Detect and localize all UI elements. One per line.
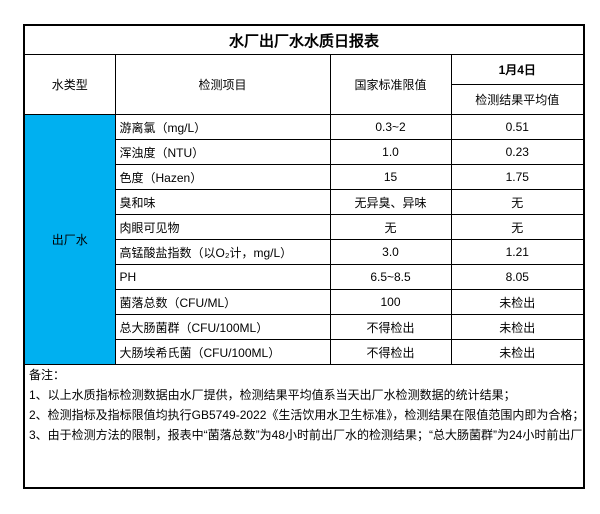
cell-result: 无 bbox=[450, 214, 585, 240]
table-row: 大肠埃希氏菌（CFU/100ML） 不得检出 未检出 bbox=[24, 339, 585, 365]
cell-test-item: 浑浊度（NTU） bbox=[114, 139, 331, 165]
table-row: 肉眼可见物 无 无 bbox=[24, 214, 585, 240]
cell-test-item: 大肠埃希氏菌（CFU/100ML） bbox=[114, 339, 331, 365]
note-item-3: 3、由于检测方法的限制，报表中“菌落总数”为48小时前出厂水的检测结果；“总大肠… bbox=[29, 428, 583, 442]
cell-test-item: 肉眼可见物 bbox=[114, 214, 331, 240]
cell-limit: 无 bbox=[329, 214, 452, 240]
water-type-cell: 出厂水 bbox=[23, 114, 116, 365]
report-title: 水厂出厂水水质日报表 bbox=[23, 24, 585, 55]
header-row-1: 水类型 检测项目 国家标准限值 1月4日 bbox=[23, 54, 585, 115]
cell-limit: 不得检出 bbox=[329, 339, 452, 365]
cell-test-item: PH bbox=[114, 264, 331, 290]
table-row: 菌落总数（CFU/ML） 100 未检出 bbox=[24, 289, 585, 315]
table-row: 臭和味 无异臭、异味 无 bbox=[24, 189, 585, 215]
cell-result: 0.23 bbox=[450, 139, 585, 165]
cell-test-item: 总大肠菌群（CFU/100ML） bbox=[114, 314, 331, 340]
cell-test-item: 游离氯（mg/L） bbox=[114, 114, 331, 140]
cell-result: 8.05 bbox=[450, 264, 585, 290]
cell-test-item: 菌落总数（CFU/ML） bbox=[114, 289, 331, 315]
cell-limit: 6.5~8.5 bbox=[329, 264, 452, 290]
table-row: 浑浊度（NTU） 1.0 0.23 bbox=[24, 139, 585, 165]
header-date: 1月4日 bbox=[450, 54, 585, 85]
header-test-item: 检测项目 bbox=[114, 54, 331, 115]
header-row-2: 检测结果平均值 bbox=[24, 84, 585, 115]
cell-limit: 15 bbox=[329, 164, 452, 190]
table-row: PH 6.5~8.5 8.05 bbox=[24, 264, 585, 290]
cell-result: 0.51 bbox=[450, 114, 585, 140]
notes-row: 备注： 1、以上水质指标检测数据由水厂提供，检测结果平均值系当天出厂水检测数据的… bbox=[23, 364, 585, 489]
cell-result: 未检出 bbox=[450, 339, 585, 365]
table-row: 色度（Hazen） 15 1.75 bbox=[24, 164, 585, 190]
cell-limit: 不得检出 bbox=[329, 314, 452, 340]
cell-result: 未检出 bbox=[450, 314, 585, 340]
header-result-average: 检测结果平均值 bbox=[450, 84, 585, 115]
cell-limit: 0.3~2 bbox=[329, 114, 452, 140]
cell-limit: 1.0 bbox=[329, 139, 452, 165]
cell-result: 未检出 bbox=[450, 289, 585, 315]
note-item-1: 1、以上水质指标检测数据由水厂提供，检测结果平均值系当天出厂水检测数据的统计结果… bbox=[29, 388, 516, 402]
note-item-2: 2、检测指标及指标限值均执行GB5749-2022《生活饮用水卫生标准》，检测结… bbox=[29, 408, 585, 422]
table-row: 总大肠菌群（CFU/100ML） 不得检出 未检出 bbox=[24, 314, 585, 340]
header-national-limit: 国家标准限值 bbox=[329, 54, 452, 115]
cell-test-item: 色度（Hazen） bbox=[114, 164, 331, 190]
cell-limit: 3.0 bbox=[329, 239, 452, 265]
notes-label: 备注： bbox=[29, 368, 66, 382]
cell-test-item: 臭和味 bbox=[114, 189, 331, 215]
cell-limit: 100 bbox=[329, 289, 452, 315]
table-row: 高锰酸盐指数（以O₂计，mg/L） 3.0 1.21 bbox=[24, 239, 585, 265]
title-row: 水厂出厂水水质日报表 bbox=[23, 24, 585, 55]
table-row: 出厂水 游离氯（mg/L） 0.3~2 0.51 bbox=[23, 114, 585, 365]
notes-cell: 备注： 1、以上水质指标检测数据由水厂提供，检测结果平均值系当天出厂水检测数据的… bbox=[23, 364, 585, 489]
header-water-type: 水类型 bbox=[23, 54, 116, 115]
cell-result: 无 bbox=[450, 189, 585, 215]
cell-result: 1.75 bbox=[450, 164, 585, 190]
cell-test-item: 高锰酸盐指数（以O₂计，mg/L） bbox=[114, 239, 331, 265]
cell-limit: 无异臭、异味 bbox=[329, 189, 452, 215]
water-quality-report-table: 水厂出厂水水质日报表 水类型 检测项目 国家标准限值 1月4日 检测结果平均值 … bbox=[23, 24, 586, 489]
cell-result: 1.21 bbox=[450, 239, 585, 265]
